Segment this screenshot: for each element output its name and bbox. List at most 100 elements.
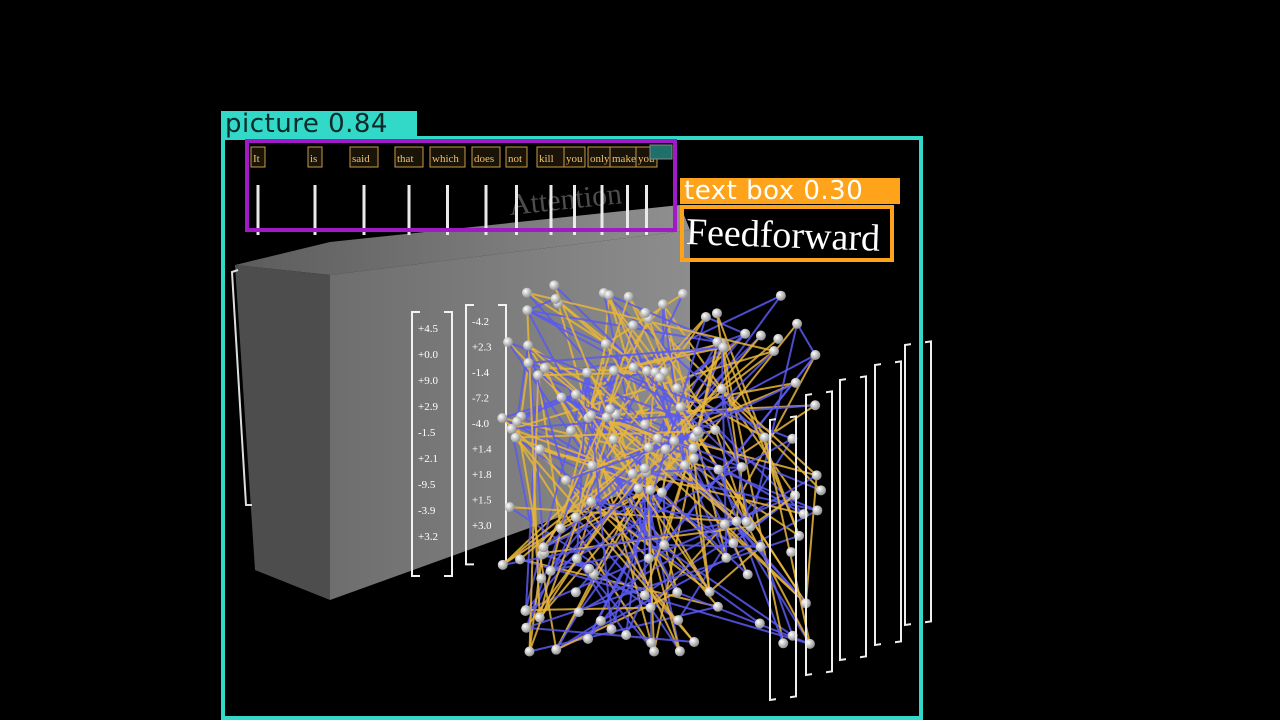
network-node [645, 602, 656, 613]
network-node [711, 308, 722, 319]
vector-value: +2.1 [418, 453, 438, 465]
vector-value: +4.5 [418, 323, 438, 335]
network-node [677, 288, 688, 299]
output-vectors [769, 340, 932, 702]
network-edge [559, 370, 615, 529]
network-node [549, 280, 560, 291]
network-node [792, 318, 803, 329]
vector-value: -1.4 [472, 367, 490, 379]
network-node [550, 293, 561, 304]
network-node [533, 370, 544, 381]
network-node [810, 349, 821, 360]
token-text: It [253, 153, 260, 165]
vector-columns: +4.5 +0.0 +9.0 +2.9 -1.5 +2.1 -9.5 -3.9 +3.2 -4.2… [411, 304, 507, 577]
network-node [539, 362, 550, 373]
network-node [804, 638, 815, 649]
network-node [536, 573, 547, 584]
vector-column: +4.5 +0.0 +9.0 +2.9 -1.5 +2.1 -9.5 -3.9 +3.2 [411, 311, 453, 577]
network-node [790, 377, 801, 388]
text-box-detection-label: text box 0.30 [680, 178, 900, 204]
network-edge [684, 464, 807, 605]
network-edge [646, 471, 818, 512]
network-node [551, 644, 562, 655]
network-node [582, 367, 593, 378]
network-node [754, 618, 765, 629]
network-edge [507, 341, 594, 467]
network-node [742, 569, 753, 580]
network-edge [664, 544, 761, 548]
network-node [643, 442, 654, 453]
network-node [514, 554, 525, 565]
network-edge [763, 437, 811, 645]
network-edge [720, 388, 752, 527]
network-node [510, 432, 521, 443]
network-edge [526, 297, 557, 312]
network-node [658, 299, 669, 310]
network-edge [528, 346, 724, 364]
network-edge [565, 479, 794, 637]
network-node [521, 287, 532, 298]
token-0: It [250, 146, 266, 235]
network-edge [553, 284, 640, 489]
token-text: which [432, 153, 459, 165]
token-9: only [587, 146, 617, 235]
output-vector-1 [805, 390, 833, 677]
network-edge [605, 416, 711, 593]
token-5: does [471, 146, 501, 235]
network-edge [759, 546, 794, 637]
network-node [633, 483, 644, 494]
network-node [768, 346, 779, 357]
vector-value: -9.5 [418, 479, 436, 491]
network-node [810, 400, 821, 411]
network-edge [696, 341, 719, 432]
network-edge [749, 494, 796, 528]
network-node [679, 460, 690, 471]
network-edge [539, 448, 804, 516]
network-node [675, 402, 686, 413]
vector-value: -1.5 [418, 427, 436, 439]
network-edge [525, 534, 800, 629]
network-edge [538, 371, 656, 377]
network-node [718, 342, 729, 353]
network-node [740, 328, 751, 339]
vector-value: +0.0 [418, 349, 438, 361]
network-node [555, 523, 566, 534]
network-edge [507, 341, 588, 374]
network-node [570, 512, 581, 523]
vector-value: +2.3 [472, 341, 492, 353]
network-node [688, 453, 699, 464]
token-3: that [394, 146, 424, 235]
network-node [689, 636, 700, 647]
network-edge [610, 316, 707, 630]
network-node [604, 290, 615, 301]
network-edge [515, 430, 698, 439]
network-node [497, 559, 508, 570]
network-node [642, 366, 653, 377]
network-edge [527, 344, 807, 605]
network-edge [705, 316, 746, 335]
network-node [524, 646, 535, 657]
network-node [504, 502, 515, 513]
vector-value: -4.0 [472, 418, 489, 430]
network-edge [625, 594, 646, 636]
token-text: only [590, 153, 610, 165]
network-edge [575, 558, 627, 636]
network-node [759, 432, 770, 443]
token-text: does [474, 153, 494, 165]
network-edge [524, 372, 589, 612]
network-edge [657, 354, 816, 440]
network-edge [660, 440, 676, 493]
network-edge [586, 371, 762, 548]
vector-value: -3.9 [418, 505, 436, 517]
network-node [523, 340, 534, 351]
network-edge [613, 369, 682, 409]
network-edge [561, 396, 743, 469]
network-edge [542, 467, 646, 549]
network-node [716, 383, 727, 394]
network-node [643, 553, 654, 564]
network-edge [528, 375, 540, 652]
network-node [674, 646, 685, 657]
network-edge [649, 607, 681, 652]
network-node [721, 552, 732, 563]
token-8: you [563, 146, 586, 235]
